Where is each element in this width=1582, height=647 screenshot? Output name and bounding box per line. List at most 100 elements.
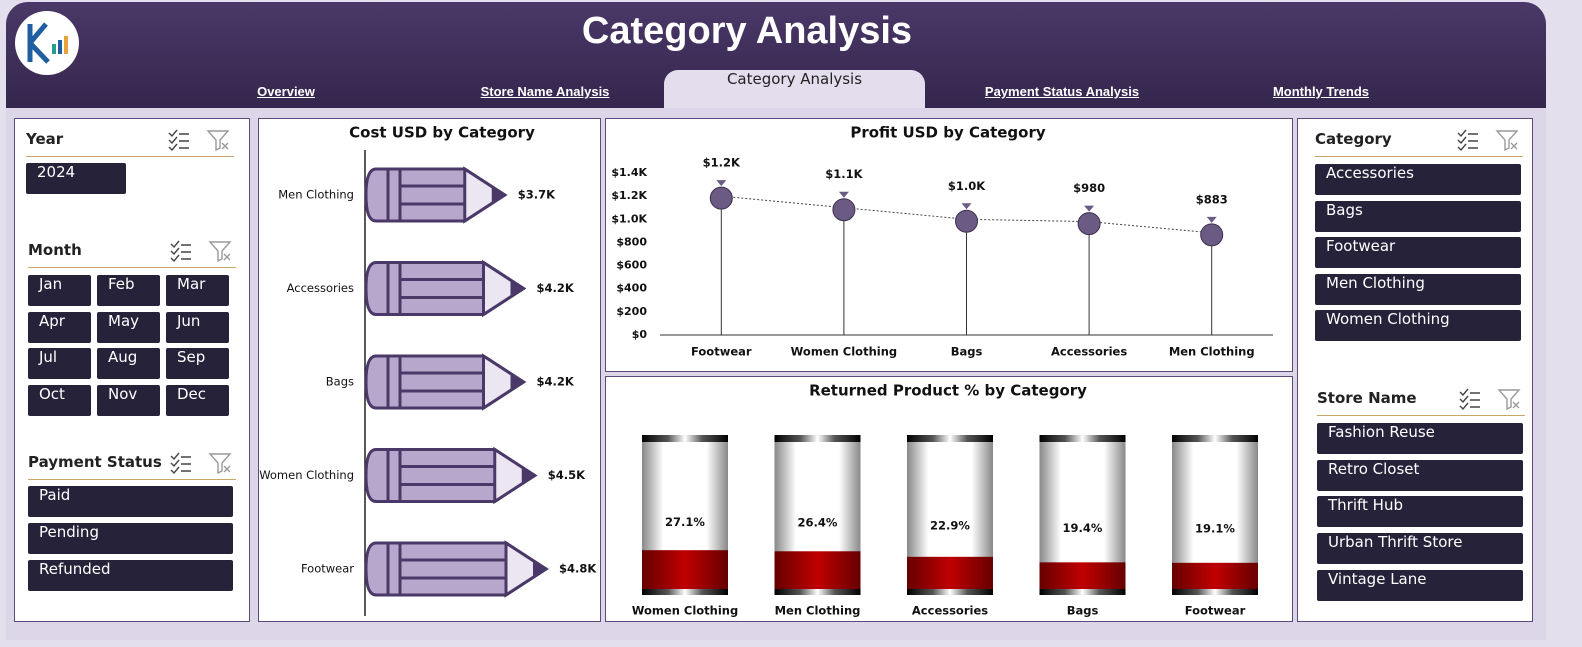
x-tick-label: Women Clothing [791, 345, 897, 359]
tube-cap [1039, 589, 1126, 595]
slicer-rule [1315, 156, 1523, 157]
pencil-lines [386, 169, 465, 221]
y-tick-label: $200 [616, 305, 647, 318]
profit-line [721, 195, 1212, 234]
y-tick-label: $1.2K [611, 189, 647, 202]
value-label: $1.2K [703, 156, 741, 170]
value-label: $980 [1073, 181, 1105, 195]
tube-cap [642, 435, 728, 442]
nav-tab[interactable]: Category Analysis [664, 70, 925, 108]
y-tick-label: $600 [616, 259, 647, 272]
slicer-button[interactable]: Nov [97, 384, 160, 416]
pencil-tip [482, 353, 527, 411]
slicer-button[interactable]: Thrift Hub [1317, 496, 1523, 528]
tube-cap [907, 435, 993, 442]
pencil-tip [493, 446, 538, 505]
category-label: Men Clothing [278, 188, 354, 202]
pencil-bar [364, 541, 549, 597]
bag-knot [716, 180, 727, 187]
chart-title: Cost USD by Category [349, 124, 535, 142]
pencil-tip [504, 540, 549, 598]
slicer-icons[interactable] [169, 451, 233, 475]
pencil-point [521, 468, 535, 483]
slicer-button[interactable]: Men Clothing [1315, 273, 1521, 305]
slicer-button[interactable]: Retro Closet [1317, 459, 1523, 491]
slicer-icons[interactable] [1456, 128, 1520, 152]
returned-chart: Returned Product % by Category 27.1% Women… [632, 382, 1258, 618]
x-tick-label: Bags [1067, 604, 1099, 618]
slicer-button[interactable]: Jun [166, 311, 229, 343]
slicer-button[interactable]: Aug [97, 348, 160, 379]
tube-cap [1172, 589, 1258, 595]
slicer-title: Store Name [1317, 389, 1417, 407]
slicer-rule [28, 267, 236, 268]
tube-cap [642, 589, 728, 595]
slicer-title: Category [1315, 130, 1392, 148]
logo [15, 11, 79, 75]
nav-tab[interactable]: Store Name Analysis [480, 84, 610, 99]
slicer-button[interactable]: Dec [166, 384, 229, 416]
nav-tab[interactable]: Payment Status Analysis [984, 84, 1140, 99]
profit-chart-panel [605, 118, 1293, 372]
slicer-button[interactable]: Jan [28, 275, 91, 306]
slicer-title: Year [26, 130, 64, 148]
slicer-button[interactable]: Urban Thrift Store [1317, 533, 1523, 565]
pencil-bar [364, 448, 538, 503]
slicer-rule [26, 156, 234, 157]
slicer-button[interactable]: Refunded [28, 559, 233, 591]
tube-cap [774, 435, 861, 442]
tube-cap [907, 589, 993, 595]
slicer-icons[interactable] [1458, 387, 1522, 411]
slicer-button[interactable]: Jul [28, 348, 91, 379]
fill-bar [774, 551, 861, 593]
y-tick-label: $0 [632, 328, 648, 341]
fill-bar [1172, 562, 1258, 593]
data-point [1077, 212, 1101, 236]
slicer-button[interactable]: Bags [1315, 200, 1521, 232]
x-tick-label: Bags [951, 345, 983, 359]
category-label: Bags [326, 375, 354, 389]
slicer-button[interactable]: Mar [166, 275, 229, 306]
slicer-rule [28, 479, 236, 480]
slicer-button[interactable]: Fashion Reuse [1317, 423, 1523, 454]
value-label: $1.1K [825, 167, 863, 181]
chart-title: Profit USD by Category [850, 124, 1046, 142]
value-label: 26.4% [798, 516, 838, 530]
data-point [1200, 223, 1224, 247]
slicer-button[interactable]: Pending [28, 522, 233, 554]
x-tick-label: Men Clothing [775, 604, 861, 618]
slicer-icons[interactable] [169, 239, 233, 263]
data-point [832, 198, 856, 222]
bag-knot [1084, 205, 1095, 212]
slicer-button[interactable]: Accessories [1315, 164, 1521, 195]
slicer-button[interactable]: Oct [28, 384, 91, 416]
pencil-lines [386, 449, 495, 502]
value-label: $883 [1196, 192, 1228, 206]
bag-knot [1206, 216, 1217, 223]
x-tick-label: Footwear [1185, 604, 1246, 618]
slicer-button[interactable]: Vintage Lane [1317, 569, 1523, 601]
slicer-title: Payment Status [28, 453, 162, 471]
slicer-button[interactable]: Women Clothing [1315, 310, 1521, 342]
slicer-button[interactable]: May [97, 311, 160, 343]
slicer-button[interactable]: Paid [28, 486, 233, 517]
pencil-tip [463, 166, 508, 224]
slicer-button[interactable]: Footwear [1315, 237, 1521, 269]
nav-tab[interactable]: Overview [257, 84, 315, 99]
value-label: $3.7K [518, 188, 556, 202]
slicer-title: Month [28, 241, 82, 259]
slicer-button[interactable]: 2024 [26, 163, 126, 194]
header: Category Analysis Overview Store Name Ana… [6, 2, 1546, 108]
fill-bar [1039, 562, 1126, 593]
y-tick-label: $800 [616, 235, 647, 248]
value-label: 27.1% [665, 515, 705, 529]
value-label: 19.4% [1063, 521, 1103, 535]
slicer-button[interactable]: Apr [28, 311, 91, 343]
slicer-button[interactable]: Feb [97, 275, 160, 306]
slicer-button[interactable]: Sep [166, 348, 229, 379]
pencil-point [533, 562, 546, 576]
slicer-icons[interactable] [167, 128, 231, 152]
category-label: Accessories [287, 281, 354, 295]
nav-tab[interactable]: Monthly Trends [1272, 84, 1370, 99]
